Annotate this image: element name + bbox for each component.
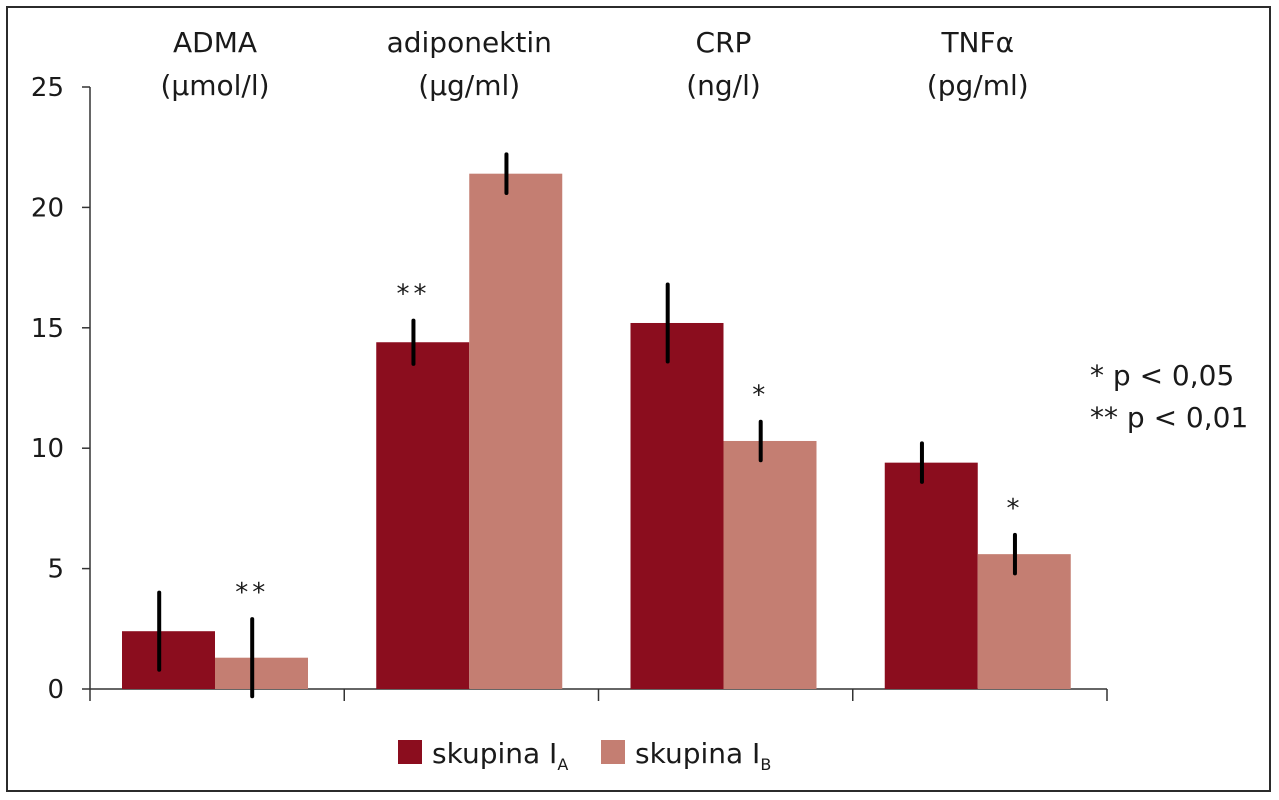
bars: ****** [122, 152, 1071, 699]
y-axis: 0 5 10 15 20 25 [31, 73, 91, 705]
significance-mark: ** [235, 578, 269, 608]
significance-mark: * [1006, 494, 1023, 524]
category-unit-label: (μmol/l) [160, 69, 269, 102]
category-unit-label: (ng/l) [686, 69, 761, 102]
significance-note: * p < 0,05 ** p < 0,01 [1090, 359, 1248, 434]
legend-label: skupina IA [432, 737, 568, 774]
bar [977, 554, 1071, 689]
significance-mark: * [752, 381, 769, 411]
y-tick-label: 20 [31, 193, 64, 223]
category-label: ADMA [173, 26, 257, 59]
bar [469, 173, 563, 690]
significance-note-line: ** p < 0,01 [1090, 401, 1248, 434]
category-label: CRP [696, 26, 752, 59]
bar [884, 462, 978, 689]
category-label: adiponektin [387, 26, 552, 59]
legend-label: skupina IB [635, 737, 771, 774]
category-unit-label: (pg/ml) [927, 69, 1029, 102]
category-label: TNFα [940, 26, 1014, 59]
bar [215, 657, 308, 689]
bar [723, 440, 817, 689]
significance-mark: ** [396, 280, 430, 310]
legend-swatch [601, 740, 625, 764]
y-tick-label: 0 [47, 675, 64, 705]
legend: skupina IA skupina IB [398, 737, 771, 774]
y-tick-label: 25 [31, 73, 64, 103]
bar [122, 631, 215, 689]
category-labels: ADMA (μmol/l) adiponektin (μg/ml) CRP (ng/l) T… [160, 26, 1028, 102]
legend-subscript: A [557, 755, 568, 774]
y-tick-label: 15 [31, 314, 64, 344]
category-unit-label: (μg/ml) [418, 69, 520, 102]
legend-swatch [398, 740, 422, 764]
y-tick-label: 5 [47, 555, 64, 585]
bar [630, 322, 724, 689]
y-tick-label: 10 [31, 434, 64, 464]
x-axis [89, 688, 1108, 701]
bar [376, 342, 470, 689]
legend-subscript: B [760, 755, 771, 774]
significance-note-line: * p < 0,05 [1090, 359, 1234, 392]
